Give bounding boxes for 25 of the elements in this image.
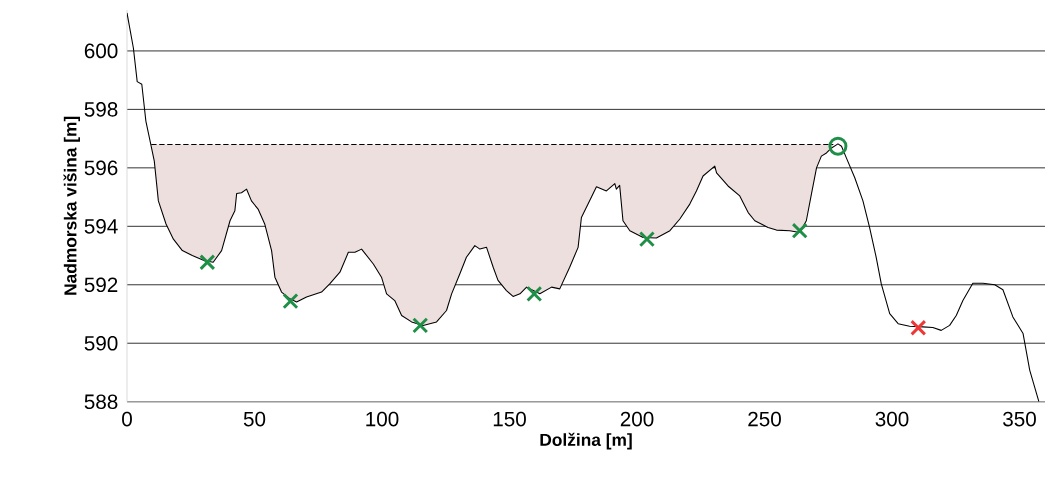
x-tick-label: 100 — [366, 411, 399, 427]
x-tick-label: 50 — [243, 411, 266, 427]
x-tick-label: 0 — [122, 411, 132, 427]
point — [638, 231, 656, 248]
y-tick-label: 598 — [84, 102, 118, 117]
x-axis-title: Dolžina [m] — [540, 432, 632, 450]
y-tick-label: 588 — [84, 394, 118, 410]
x-tick-label: 250 — [748, 411, 781, 427]
y-tick-label: 596 — [84, 160, 118, 176]
x-tick-label: 200 — [620, 411, 654, 427]
point — [199, 254, 216, 271]
point — [791, 222, 808, 239]
point — [282, 293, 299, 310]
x-tick-label: 150 — [493, 411, 526, 427]
y-axis-title: Nadmorska višina [m] — [63, 116, 80, 295]
point — [828, 136, 848, 156]
x-tick-label: 350 — [1003, 411, 1036, 427]
point — [910, 319, 927, 336]
x-tick-label: 300 — [875, 411, 909, 427]
y-tick-label: 592 — [84, 277, 118, 293]
y-tick-label: 590 — [84, 335, 118, 351]
y-tick-label: 594 — [84, 218, 118, 234]
y-tick-label: 600 — [84, 43, 118, 59]
point — [526, 285, 543, 302]
point — [412, 317, 429, 334]
